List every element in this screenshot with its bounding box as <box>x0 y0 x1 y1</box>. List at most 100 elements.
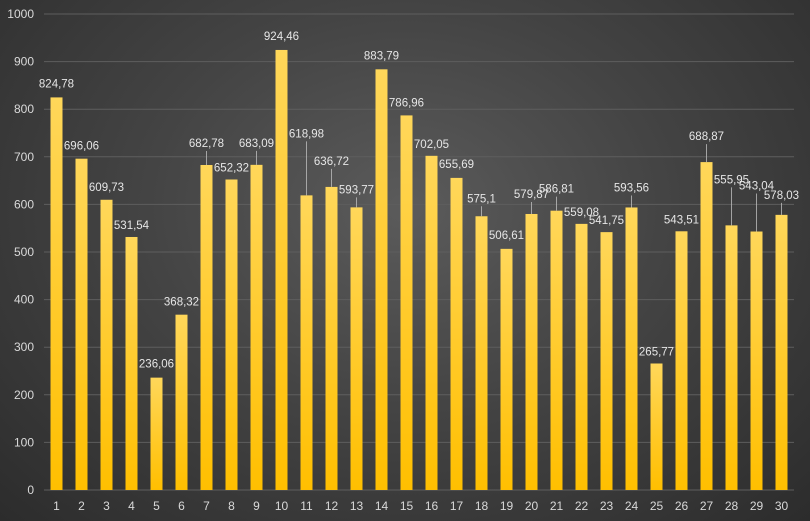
x-tick-label: 3 <box>103 499 110 513</box>
x-tick-label: 9 <box>253 499 260 513</box>
bar <box>700 162 713 490</box>
bar <box>325 186 338 491</box>
x-tick-label: 10 <box>275 499 289 513</box>
y-tick-label: 900 <box>14 55 34 69</box>
x-tick-label: 26 <box>675 499 689 513</box>
data-label: 618,98 <box>289 128 324 140</box>
y-tick-label: 400 <box>14 293 34 307</box>
data-label: 575,1 <box>467 193 496 205</box>
data-label: 682,78 <box>189 138 224 150</box>
y-tick-label: 700 <box>14 150 34 164</box>
bar <box>525 213 538 490</box>
bar <box>225 179 238 491</box>
data-label: 824,78 <box>39 78 74 90</box>
bar <box>75 158 88 490</box>
data-label: 924,46 <box>264 31 299 43</box>
data-label: 368,32 <box>164 297 199 309</box>
bar <box>650 363 663 490</box>
bar <box>100 199 113 490</box>
bar <box>200 164 213 491</box>
data-label: 265,77 <box>639 346 674 358</box>
x-tick-label: 18 <box>475 499 489 513</box>
x-tick-label: 24 <box>625 499 639 513</box>
bar <box>550 210 563 490</box>
data-label: 578,03 <box>764 190 799 202</box>
data-label: 555,95 <box>714 174 749 186</box>
data-label: 636,72 <box>314 156 349 168</box>
y-tick-label: 200 <box>14 388 34 402</box>
bar <box>425 155 438 490</box>
x-tick-label: 14 <box>375 499 389 513</box>
bar <box>575 223 588 490</box>
y-tick-label: 500 <box>14 245 34 259</box>
bar <box>275 49 288 491</box>
y-tick-label: 600 <box>14 197 34 211</box>
bar <box>675 231 688 490</box>
x-tick-label: 16 <box>425 499 439 513</box>
bars <box>50 49 788 491</box>
data-label: 236,06 <box>139 359 174 371</box>
y-tick-label: 300 <box>14 340 34 354</box>
x-tick-label: 7 <box>203 499 210 513</box>
y-tick-label: 800 <box>14 102 34 116</box>
data-label: 541,75 <box>589 215 624 227</box>
x-tick-label: 8 <box>228 499 235 513</box>
bar <box>50 97 63 490</box>
data-label: 543,04 <box>739 181 775 193</box>
data-label: 543,51 <box>664 214 699 226</box>
data-label: 696,06 <box>64 141 99 153</box>
x-tick-label: 15 <box>400 499 414 513</box>
data-label: 688,87 <box>689 131 724 143</box>
gridlines <box>44 13 794 491</box>
x-tick-label: 30 <box>775 499 789 513</box>
bar <box>450 177 463 491</box>
x-tick-label: 1 <box>53 499 60 513</box>
x-tick-label: 6 <box>178 499 185 513</box>
data-label: 683,09 <box>239 138 274 150</box>
y-tick-label: 1000 <box>7 7 34 21</box>
bar <box>350 207 363 490</box>
data-label: 786,96 <box>389 97 424 109</box>
data-label: 579,87 <box>514 189 549 201</box>
bar <box>475 216 488 491</box>
bar <box>775 214 788 490</box>
x-tick-label: 2 <box>78 499 85 513</box>
data-label: 655,69 <box>439 159 474 171</box>
x-tick-label: 25 <box>650 499 664 513</box>
bar <box>725 225 738 490</box>
x-tick-label: 22 <box>575 499 589 513</box>
bar <box>250 164 263 490</box>
data-label: 586,81 <box>539 184 574 196</box>
x-tick-label: 28 <box>725 499 739 513</box>
bar <box>375 69 388 490</box>
x-tick-label: 17 <box>450 499 464 513</box>
x-tick-label: 23 <box>600 499 614 513</box>
label-leader-lines <box>206 141 782 232</box>
x-tick-label: 12 <box>325 499 339 513</box>
data-label: 883,79 <box>364 50 399 62</box>
y-tick-label: 0 <box>27 483 34 497</box>
x-tick-label: 27 <box>700 499 714 513</box>
data-label: 702,05 <box>414 139 449 151</box>
bar <box>750 231 763 491</box>
y-tick-label: 100 <box>14 435 34 449</box>
x-tick-label: 5 <box>153 499 160 513</box>
data-labels: 824,78 696,06 609,73 531,54 236,06 368,32 682,… <box>39 31 799 371</box>
x-tick-label: 13 <box>350 499 364 513</box>
data-label: 593,56 <box>614 182 649 194</box>
y-axis-ticks: 0 100 200 300 400 500 600 700 800 900 1000 <box>7 7 34 497</box>
data-label: 593,77 <box>339 184 374 196</box>
data-label: 652,32 <box>214 162 249 174</box>
bar <box>500 248 513 490</box>
x-tick-label: 21 <box>550 499 564 513</box>
x-tick-label: 20 <box>525 499 539 513</box>
bar <box>625 207 638 490</box>
x-axis-ticks: 1 2 3 4 5 6 7 8 9 10 11 12 13 14 15 16 17 18 19 20 21 22 23 24 2… <box>53 499 788 513</box>
data-label: 609,73 <box>89 182 124 194</box>
x-tick-label: 29 <box>750 499 764 513</box>
x-tick-label: 4 <box>128 499 135 513</box>
bar <box>300 195 313 490</box>
bar <box>175 314 188 490</box>
